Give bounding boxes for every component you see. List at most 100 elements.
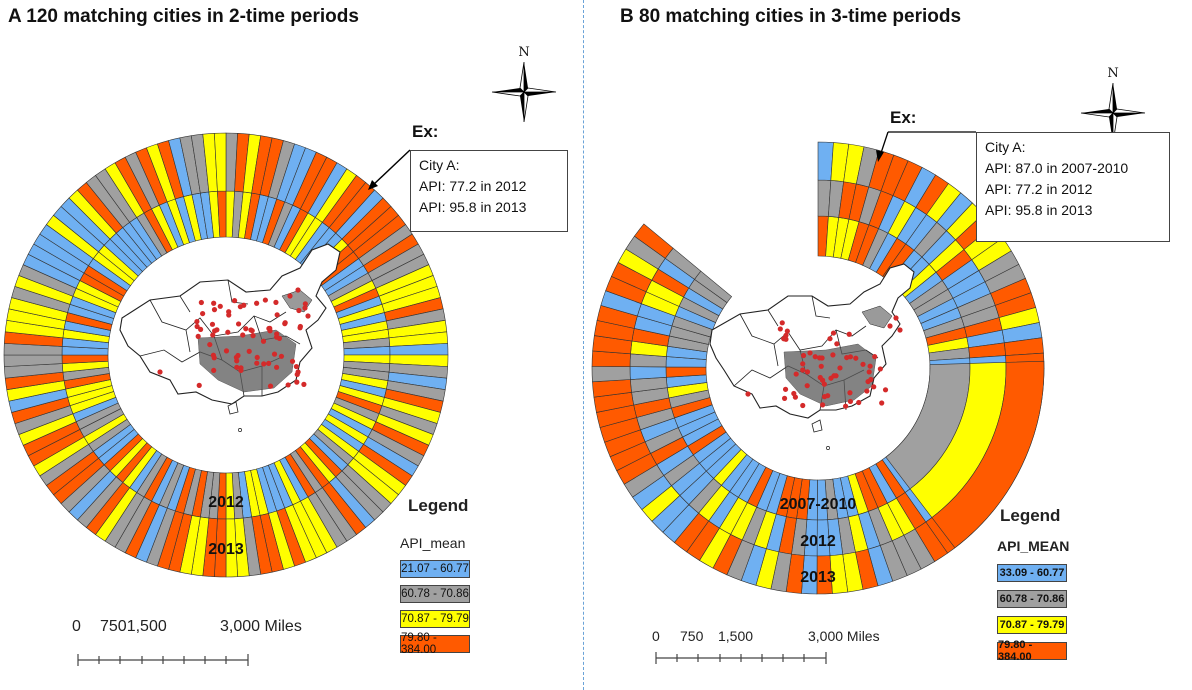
panel-a-legend-title: Legend [408, 496, 469, 515]
city-marker [297, 323, 303, 330]
city-marker [867, 363, 873, 369]
callout-line: API: 77.2 in 2012 [985, 181, 1093, 197]
legend-swatch-gray: 60.78 - 70.86 [400, 585, 470, 603]
city-marker [240, 332, 246, 338]
panel-b-legend-item: 33.09 - 60.77 [997, 562, 1067, 584]
city-marker [830, 352, 836, 358]
panel-b-example-label: Ex: [890, 108, 917, 127]
callout-line: City A: [985, 139, 1026, 155]
legend-swatch-blue: 21.07 - 60.77 [400, 560, 470, 578]
city-marker [211, 307, 218, 313]
panel-a-legend-item: 70.87 - 79.79 [400, 608, 470, 630]
city-marker [779, 320, 785, 326]
city-marker [827, 336, 833, 342]
panel-b-legend-field: API_MEAN [997, 538, 1070, 554]
panel-b-scale-bar [655, 652, 827, 664]
legend-range: 60.78 - 70.86 [401, 588, 469, 600]
city-marker [844, 354, 850, 361]
city-marker [285, 382, 291, 388]
city-marker [807, 350, 813, 356]
city-marker [226, 309, 232, 315]
panel-b-title: B 80 matching cities in 3-time periods [620, 6, 962, 27]
legend-range: 79.80 - 384.00 [401, 632, 437, 656]
legend-swatch-orange: 79.80 - 384.00 [997, 639, 1067, 663]
city-marker [217, 303, 223, 309]
city-marker [271, 351, 278, 357]
city-marker [261, 361, 267, 367]
legend-swatch-yellow: 70.87 - 79.79 [400, 610, 470, 628]
city-marker [238, 365, 244, 371]
legend-swatch-orange: 79.80 - 384.00 [400, 632, 470, 656]
city-marker [276, 335, 283, 341]
city-marker [745, 391, 751, 397]
city-marker [783, 336, 789, 342]
panel-b-legend-item: 79.80 - 384.00 [997, 639, 1067, 663]
city-marker [887, 323, 893, 329]
city-marker [847, 398, 853, 405]
city-marker [211, 367, 217, 374]
panel-a-scale-bar [77, 654, 249, 666]
city-marker [866, 369, 872, 375]
panel-b-example-callout: City A: API: 87.0 in 2007-2010 API: 77.2… [976, 132, 1170, 242]
callout-line: API: 95.8 in 2013 [419, 199, 527, 215]
city-marker [241, 302, 247, 308]
city-marker [254, 300, 260, 306]
panel-b-legend-item: 60.78 - 70.86 [997, 588, 1067, 610]
panel-a-ring-label-outer: 2013 [208, 541, 244, 558]
city-marker [783, 332, 789, 338]
callout-line: City A: [419, 157, 460, 173]
legend-swatch-blue: 33.09 - 60.77 [997, 564, 1067, 582]
panel-a-ring-label-inner: 2012 [208, 494, 244, 511]
city-marker [225, 329, 231, 335]
city-marker [207, 341, 213, 348]
city-marker [266, 325, 272, 332]
city-marker [877, 366, 883, 372]
city-marker [198, 326, 204, 333]
city-marker [830, 330, 837, 336]
city-marker [819, 402, 826, 408]
legend-range: 21.07 - 60.77 [401, 563, 469, 575]
city-marker [302, 301, 308, 307]
panel-divider [583, 0, 584, 690]
legend-range: 70.87 - 79.79 [999, 619, 1065, 631]
panel-b-legend-item: 70.87 - 79.79 [997, 614, 1067, 636]
legend-range: 60.78 - 70.86 [999, 593, 1065, 605]
legend-range: 70.87 - 79.79 [401, 613, 469, 625]
legend-range: 79.80 - 384.00 [998, 639, 1033, 663]
panel-a-legend-item: 21.07 - 60.77 [400, 558, 470, 580]
panel-a-north-label: N [518, 45, 529, 60]
city-marker [282, 321, 288, 327]
city-marker [818, 363, 824, 369]
panel-b-scale-label-zero: 0 [652, 628, 660, 644]
city-marker [837, 365, 843, 371]
city-marker [800, 367, 806, 373]
ring-segment [591, 366, 631, 383]
city-marker [243, 326, 249, 332]
city-marker [897, 327, 903, 333]
city-marker [812, 354, 818, 360]
city-marker [847, 390, 853, 396]
city-marker [301, 381, 307, 387]
panel-a-scale-label-zero: 0 [72, 618, 81, 635]
panel-b-china-map [709, 263, 915, 450]
city-marker [295, 287, 301, 293]
city-marker [817, 374, 823, 381]
panel-b-ring-label-inner: 2007-2010 [779, 496, 857, 513]
panel-a-legend-item: 79.80 - 384.00 [400, 632, 470, 656]
callout-line: API: 77.2 in 2012 [419, 178, 527, 194]
city-marker [254, 360, 260, 366]
city-marker [249, 328, 255, 334]
city-marker [198, 299, 204, 306]
city-marker [211, 300, 217, 306]
panel-b-ring-label-outer: 2013 [800, 569, 836, 586]
panel-a-callout-arrow-icon [368, 149, 411, 190]
city-marker [235, 321, 242, 327]
legend-swatch-gray: 60.78 - 70.86 [997, 590, 1067, 608]
city-marker [834, 341, 840, 347]
city-marker [254, 354, 260, 361]
city-marker [262, 297, 268, 303]
city-marker [266, 360, 272, 366]
city-marker [267, 383, 274, 389]
city-marker [800, 352, 807, 359]
